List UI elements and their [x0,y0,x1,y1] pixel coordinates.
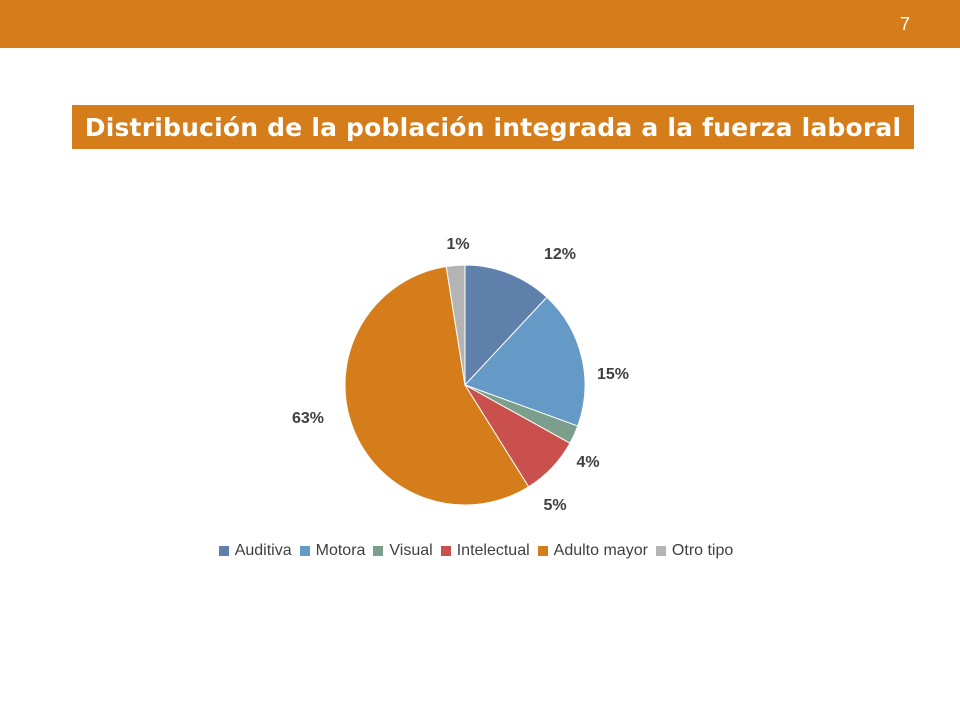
data-label-otro-tipo: 1% [446,236,469,253]
legend-swatch [373,546,384,556]
legend-swatch [537,546,548,556]
data-label-adulto-mayor: 63% [292,410,324,427]
pie-slice-otro-tipo [445,264,466,386]
data-label-visual: 4% [576,454,599,471]
legend-item: Motora [299,542,366,560]
legend-item: Auditiva [218,542,292,560]
legend-label: Motora [315,542,366,559]
data-label-intelectual: 5% [543,497,566,514]
slide-title: Distribución de la población integrada a… [84,112,902,142]
pie-labels: 12% 15% 4% 5% 63% 1% [292,236,629,514]
legend-item: Intelectual [440,542,530,560]
legend-label: Otro tipo [671,542,734,559]
top-bar: 7 [0,0,960,48]
legend-swatch [299,546,310,556]
pie-slice-adulto-mayor [344,265,530,506]
pie-slice-motora [464,296,586,427]
data-label-motora: 15% [597,366,629,383]
legend-swatch [440,546,451,556]
legend-item: Otro tipo [655,542,734,560]
legend-label: Visual [389,542,433,559]
title-band: Distribución de la población integrada a… [72,105,914,149]
pie-slice-auditiva [464,264,548,387]
pie-slices [344,264,586,506]
legend-swatch [655,546,666,556]
legend-label: Adulto mayor [553,542,648,559]
legend-label: Auditiva [234,542,292,559]
data-label-auditiva: 12% [544,246,576,263]
legend-item: Visual [373,542,433,560]
chart-legend: Auditiva Motora Visual Intelectual Adulto ma… [0,540,960,562]
legend-label: Intelectual [456,542,530,559]
legend-item: Adulto mayor [537,542,648,560]
legend-swatch [218,546,229,556]
page-number: 7 [899,14,910,34]
